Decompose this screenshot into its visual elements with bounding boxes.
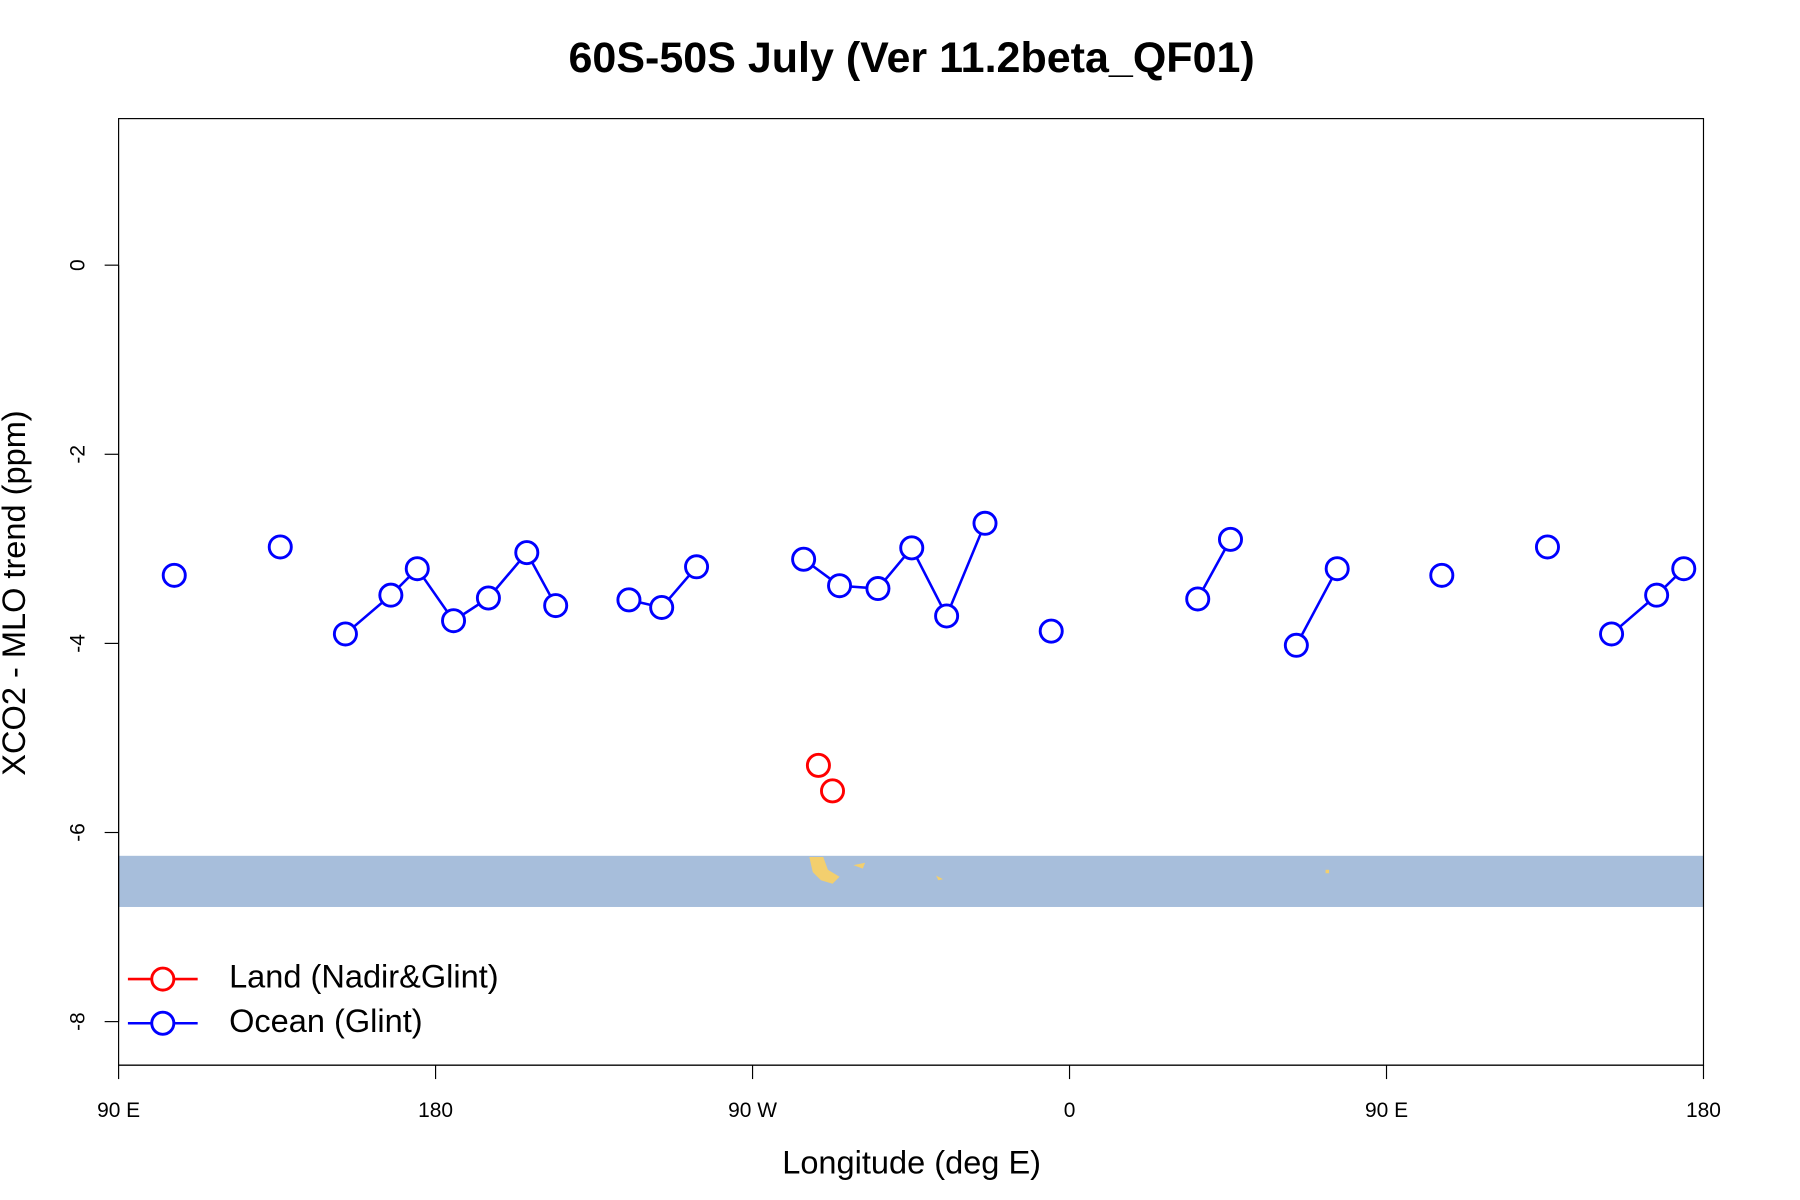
x-tick-label: 180 (418, 1099, 453, 1122)
data-point (1599, 621, 1625, 647)
data-point (404, 556, 430, 582)
y-tick-label: -6 (67, 823, 90, 842)
legend-marker (150, 1010, 176, 1036)
map-strip (118, 855, 1704, 907)
data-point (791, 546, 817, 572)
x-tick-label: 90 E (1365, 1099, 1408, 1122)
data-point (1534, 534, 1560, 560)
y-tick-label: -4 (67, 634, 90, 653)
data-point (1429, 562, 1455, 588)
data-point (441, 608, 467, 634)
data-point (827, 573, 853, 599)
data-point (805, 752, 831, 778)
data-point (378, 582, 404, 608)
data-point (934, 603, 960, 629)
data-point (514, 540, 540, 566)
legend-label: Ocean (Glint) (229, 1003, 423, 1039)
y-axis-label: XCO2 - MLO trend (ppm) (0, 410, 32, 775)
series-line (1295, 568, 1339, 646)
data-point (1283, 632, 1309, 658)
data-point (267, 534, 293, 560)
data-point (475, 585, 501, 611)
legend-label: Land (Nadir&Glint) (229, 959, 499, 995)
y-tick-label: -8 (67, 1012, 90, 1031)
chart-title: 60S-50S July (Ver 11.2beta_QF01) (568, 34, 1254, 82)
series-line (802, 522, 987, 620)
data-point (1644, 582, 1670, 608)
data-point (1185, 586, 1211, 612)
data-point (972, 510, 998, 536)
plot-box (118, 118, 1705, 1066)
data-point (332, 621, 358, 647)
x-tick-label: 90 E (97, 1099, 140, 1122)
y-tick-label: 0 (67, 259, 90, 271)
data-point (1671, 556, 1697, 582)
x-tick-label: 180 (1686, 1099, 1721, 1122)
data-point (820, 778, 846, 804)
x-axis-label: Longitude (deg E) (782, 1145, 1041, 1181)
data-point (684, 554, 710, 580)
data-point (1038, 618, 1064, 644)
data-point (865, 576, 891, 602)
data-point (543, 593, 569, 619)
x-tick-label: 90 W (728, 1099, 777, 1122)
x-tick-label: 0 (1064, 1099, 1076, 1122)
legend-marker (150, 966, 176, 992)
data-point (161, 562, 187, 588)
data-point (616, 587, 642, 613)
data-point (1217, 526, 1243, 552)
data-point (899, 535, 925, 561)
data-point (649, 594, 675, 620)
data-point (1324, 556, 1350, 582)
y-tick-label: -2 (67, 445, 90, 464)
